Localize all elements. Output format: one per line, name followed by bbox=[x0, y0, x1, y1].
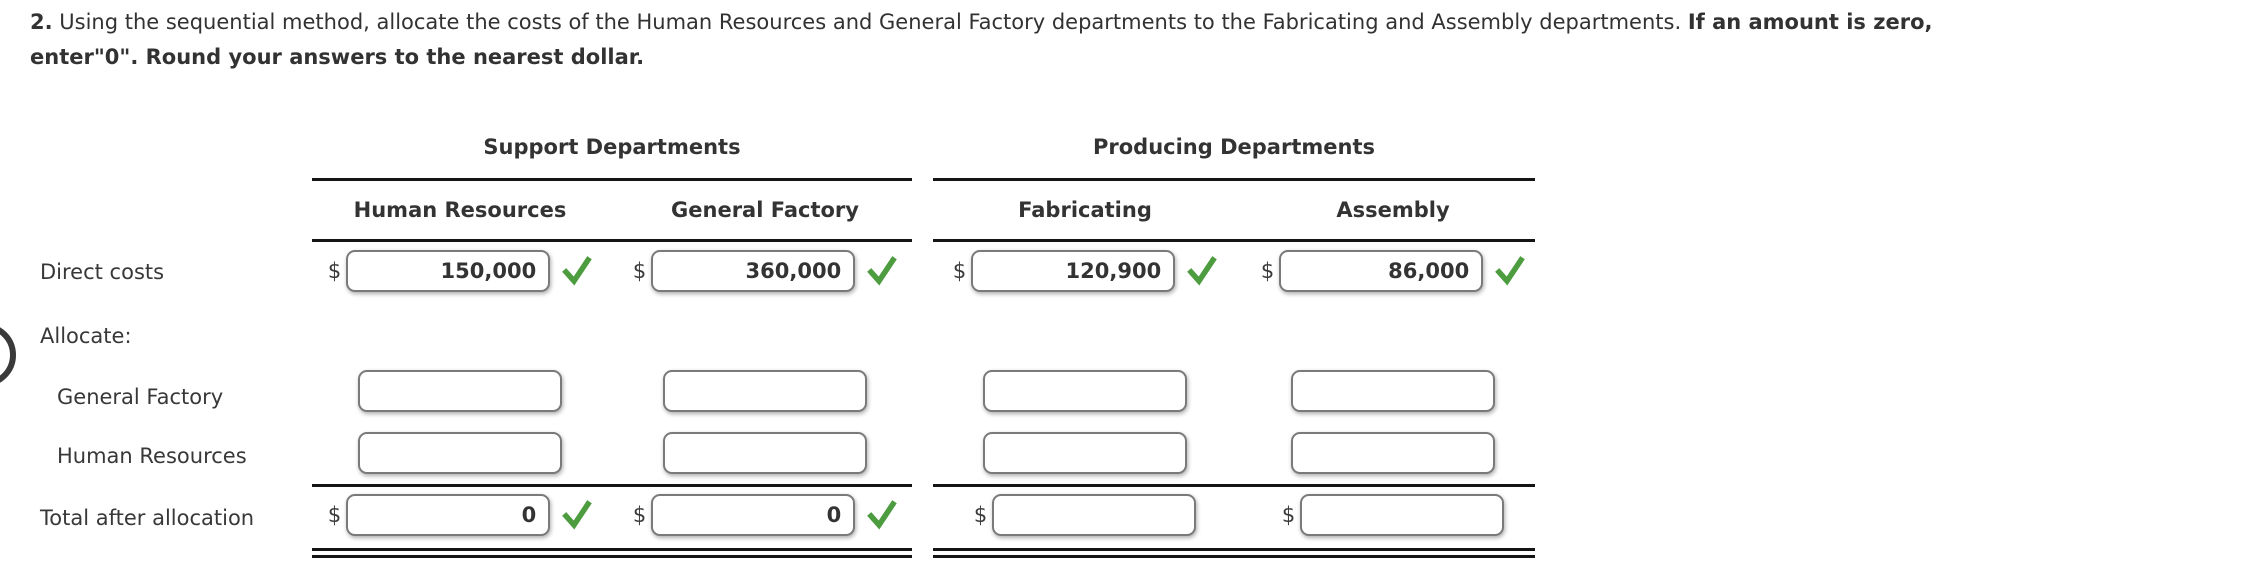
direct-costs-assembly-input[interactable] bbox=[1279, 250, 1484, 292]
checkmark-icon bbox=[867, 256, 898, 286]
dollar-sign: $ bbox=[632, 503, 647, 527]
dollar-sign: $ bbox=[327, 259, 342, 283]
direct-costs-fabricating-input[interactable] bbox=[971, 250, 1176, 292]
dollar-sign: $ bbox=[327, 503, 342, 527]
allocate-gf-general-factory-cell bbox=[620, 368, 910, 414]
checkmark-icon bbox=[1495, 256, 1526, 286]
checkmark-icon bbox=[1187, 256, 1218, 286]
instructions-bold-text: If an amount is zero, bbox=[1687, 10, 1933, 34]
allocate-gf-human-resources-cell bbox=[315, 368, 605, 414]
row-label-human-resources: Human Resources bbox=[57, 444, 247, 468]
allocate-gf-fabricating-input[interactable] bbox=[983, 370, 1187, 412]
dollar-sign: $ bbox=[632, 259, 647, 283]
total-human-resources-cell: $ bbox=[315, 492, 605, 538]
producing-double-rule-bottom bbox=[933, 555, 1535, 558]
direct-costs-general-factory-cell: $ bbox=[620, 248, 910, 294]
problem-number: 2. bbox=[30, 10, 53, 34]
allocate-hr-general-factory-input[interactable] bbox=[663, 432, 867, 474]
total-general-factory-input[interactable] bbox=[651, 494, 856, 536]
support-pretotal-rule bbox=[312, 484, 912, 487]
total-human-resources-input[interactable] bbox=[346, 494, 551, 536]
producing-colheader-rule bbox=[933, 239, 1535, 242]
dollar-sign: $ bbox=[973, 503, 988, 527]
total-fabricating-input[interactable] bbox=[992, 494, 1197, 536]
instructions-text: Using the sequential method, allocate th… bbox=[52, 10, 1688, 34]
support-double-rule-bottom bbox=[312, 555, 912, 558]
checkmark-icon bbox=[867, 500, 898, 530]
column-header-general-factory: General Factory bbox=[671, 198, 859, 222]
column-header-fabricating: Fabricating bbox=[1018, 198, 1152, 222]
checkmark-icon bbox=[562, 500, 593, 530]
allocate-hr-human-resources-input[interactable] bbox=[358, 432, 562, 474]
allocate-gf-assembly-cell bbox=[1248, 368, 1538, 414]
direct-costs-human-resources-input[interactable] bbox=[346, 250, 551, 292]
instructions-line-1: 2. Using the sequential method, allocate… bbox=[30, 9, 1932, 35]
support-colheader-rule bbox=[312, 239, 912, 242]
allocate-gf-fabricating-cell bbox=[940, 368, 1230, 414]
dollar-sign: $ bbox=[1281, 503, 1296, 527]
edge-circle-annotation-icon bbox=[0, 323, 16, 387]
allocate-hr-general-factory-cell bbox=[620, 430, 910, 476]
allocate-gf-assembly-input[interactable] bbox=[1291, 370, 1495, 412]
allocate-hr-human-resources-cell bbox=[315, 430, 605, 476]
producing-group-rule bbox=[933, 178, 1535, 181]
total-fabricating-cell: $ bbox=[940, 492, 1230, 538]
allocate-hr-assembly-cell bbox=[1248, 430, 1538, 476]
support-group-rule bbox=[312, 178, 912, 181]
support-double-rule-top bbox=[312, 548, 912, 551]
allocate-hr-fabricating-cell bbox=[940, 430, 1230, 476]
dollar-sign: $ bbox=[1260, 259, 1275, 283]
allocate-hr-fabricating-input[interactable] bbox=[983, 432, 1187, 474]
producing-double-rule-top bbox=[933, 548, 1535, 551]
total-assembly-input[interactable] bbox=[1300, 494, 1505, 536]
row-label-total-after-allocation: Total after allocation bbox=[40, 506, 255, 530]
instructions-line-2: enter"0". Round your answers to the near… bbox=[30, 45, 645, 69]
producing-departments-header: Producing Departments bbox=[1093, 135, 1375, 159]
row-label-allocate: Allocate: bbox=[40, 324, 132, 348]
allocate-gf-human-resources-input[interactable] bbox=[358, 370, 562, 412]
allocate-hr-assembly-input[interactable] bbox=[1291, 432, 1495, 474]
problem-instructions: 2. Using the sequential method, allocate… bbox=[30, 9, 1932, 70]
allocate-gf-general-factory-input[interactable] bbox=[663, 370, 867, 412]
direct-costs-assembly-cell: $ bbox=[1248, 248, 1538, 294]
total-assembly-cell: $ bbox=[1248, 492, 1538, 538]
dollar-sign: $ bbox=[952, 259, 967, 283]
row-label-general-factory: General Factory bbox=[57, 385, 224, 409]
row-label-direct-costs: Direct costs bbox=[40, 260, 165, 284]
checkmark-icon bbox=[562, 256, 593, 286]
direct-costs-human-resources-cell: $ bbox=[315, 248, 605, 294]
total-general-factory-cell: $ bbox=[620, 492, 910, 538]
support-departments-header: Support Departments bbox=[483, 135, 741, 159]
direct-costs-fabricating-cell: $ bbox=[940, 248, 1230, 294]
direct-costs-general-factory-input[interactable] bbox=[651, 250, 856, 292]
column-header-human-resources: Human Resources bbox=[353, 198, 567, 222]
column-header-assembly: Assembly bbox=[1336, 198, 1450, 222]
producing-pretotal-rule bbox=[933, 484, 1535, 487]
